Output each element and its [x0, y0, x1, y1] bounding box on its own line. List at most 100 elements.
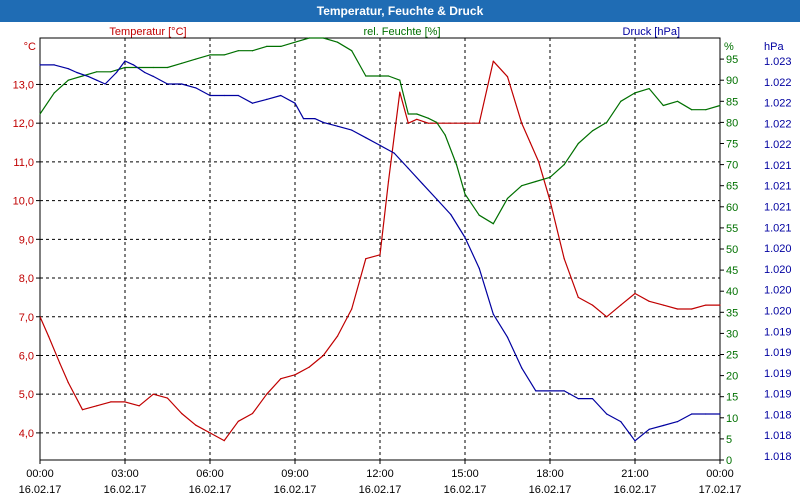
- data-point-temperature: [521, 122, 523, 124]
- data-point-temperature: [237, 420, 239, 422]
- data-point-humidity: [322, 37, 324, 39]
- x-tick-date: 16.02.17: [189, 484, 232, 496]
- data-point-temperature: [138, 405, 140, 407]
- data-point-humidity: [53, 92, 55, 94]
- data-point-pressure: [351, 129, 353, 131]
- data-point-humidity: [620, 100, 622, 102]
- data-point-humidity: [444, 134, 446, 136]
- data-point-temperature: [538, 161, 540, 163]
- data-point-temperature: [407, 122, 409, 124]
- data-point-pressure: [280, 94, 282, 97]
- data-point-pressure: [676, 421, 679, 423]
- humidity-tick-label: 10: [726, 413, 738, 425]
- humidity-tick-label: 60: [726, 202, 738, 214]
- data-point-temperature: [577, 296, 579, 298]
- x-tick-date: 16.02.17: [614, 484, 657, 496]
- x-tick-time: 12:00: [366, 468, 394, 480]
- data-point-temperature: [152, 393, 154, 395]
- humidity-tick-label: 50: [726, 244, 738, 256]
- series-layer: [39, 37, 721, 442]
- x-tick-date: 16.02.17: [444, 484, 487, 496]
- data-point-pressure: [294, 102, 296, 104]
- x-tick-time: 09:00: [281, 468, 309, 480]
- data-point-pressure: [464, 236, 466, 239]
- data-point-pressure: [549, 390, 551, 392]
- data-point-humidity: [81, 75, 84, 77]
- data-point-temperature: [195, 424, 197, 426]
- data-point-temperature: [124, 401, 126, 403]
- data-point-humidity: [399, 79, 401, 81]
- data-point-humidity: [492, 223, 494, 225]
- data-point-pressure: [478, 267, 480, 269]
- data-point-temperature: [308, 366, 310, 368]
- data-point-pressure: [152, 75, 154, 77]
- x-tick-date: 17.02.17: [699, 484, 742, 496]
- pressure-tick-label: 1.023: [764, 56, 792, 68]
- data-point-humidity: [705, 109, 707, 111]
- humidity-tick-label: 35: [726, 307, 738, 319]
- data-point-humidity: [138, 66, 140, 69]
- data-point-pressure: [166, 83, 169, 85]
- data-point-humidity: [691, 109, 693, 111]
- humidity-tick-label: 25: [726, 350, 738, 362]
- data-point-pressure: [322, 121, 324, 123]
- data-point-pressure: [96, 79, 98, 81]
- x-tick-date: 16.02.17: [104, 484, 147, 496]
- data-point-humidity: [209, 54, 211, 56]
- data-point-temperature: [705, 304, 707, 306]
- pressure-tick-label: 1.022: [764, 98, 792, 110]
- data-point-pressure: [577, 398, 579, 400]
- data-point-pressure: [67, 68, 69, 70]
- data-point-humidity: [719, 104, 721, 107]
- data-point-pressure: [563, 390, 565, 392]
- data-point-humidity: [563, 164, 565, 166]
- data-point-temperature: [506, 76, 509, 78]
- data-point-humidity: [606, 121, 608, 123]
- data-point-temperature: [59, 362, 61, 364]
- data-point-humidity: [336, 41, 339, 43]
- data-point-humidity: [464, 193, 466, 195]
- data-point-humidity: [110, 71, 112, 73]
- data-point-temperature: [251, 412, 254, 415]
- chart-background: [0, 22, 800, 500]
- data-point-pressure: [705, 413, 707, 415]
- data-point-pressure: [53, 64, 55, 66]
- data-point-temperature: [427, 122, 429, 124]
- data-point-pressure: [421, 183, 424, 185]
- data-point-humidity: [124, 66, 126, 69]
- x-tick-time: 15:00: [451, 468, 479, 480]
- data-point-temperature: [379, 254, 381, 256]
- data-point-pressure: [634, 440, 636, 442]
- pressure-tick-label: 1.019: [764, 389, 792, 401]
- data-point-humidity: [455, 164, 458, 166]
- temperature-tick-label: 12,0: [13, 118, 34, 130]
- data-point-pressure: [144, 71, 146, 74]
- data-point-humidity: [427, 117, 429, 119]
- data-point-pressure: [87, 75, 89, 77]
- data-point-temperature: [620, 304, 622, 306]
- x-tick-date: 16.02.17: [359, 484, 402, 496]
- x-tick-date: 16.02.17: [19, 484, 62, 496]
- x-tick-time: 00:00: [26, 468, 54, 480]
- pressure-tick-label: 1.018: [764, 430, 792, 442]
- humidity-tick-label: 40: [726, 286, 738, 298]
- data-point-temperature: [719, 304, 721, 306]
- data-point-humidity: [237, 50, 239, 52]
- data-point-temperature: [351, 308, 353, 310]
- data-point-temperature: [416, 118, 418, 120]
- temperature-tick-label: 9,0: [19, 234, 34, 246]
- data-point-temperature: [365, 258, 367, 260]
- data-point-humidity: [251, 50, 254, 52]
- series-line-humidity: [39, 37, 721, 225]
- temperature-tick-label: 6,0: [19, 350, 34, 362]
- data-point-humidity: [648, 88, 650, 90]
- pressure-tick-label: 1.020: [764, 285, 792, 297]
- data-point-pressure: [124, 60, 126, 62]
- data-point-humidity: [676, 100, 679, 102]
- data-point-humidity: [591, 130, 594, 132]
- data-point-temperature: [450, 122, 452, 124]
- data-point-temperature: [294, 374, 296, 376]
- data-point-temperature: [266, 393, 268, 395]
- data-point-temperature: [606, 316, 608, 318]
- data-point-humidity: [166, 66, 169, 69]
